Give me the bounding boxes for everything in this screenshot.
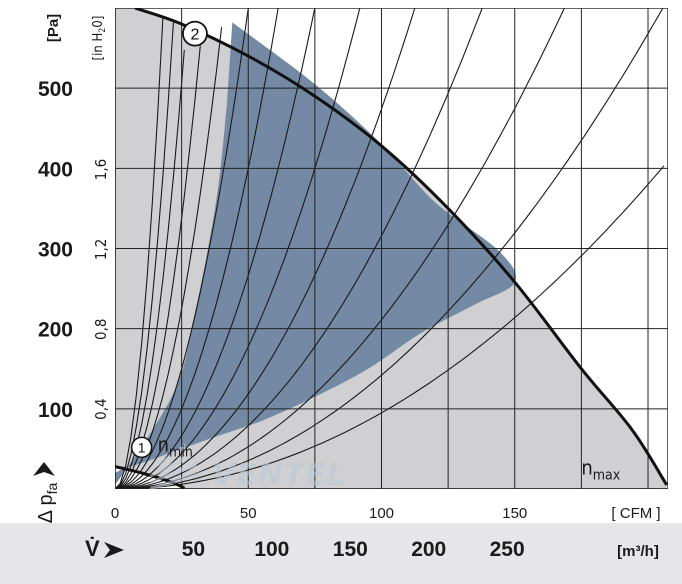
- resistance-curve-4: [115, 8, 483, 489]
- nmin-sub: min: [169, 444, 193, 460]
- y2-tick-3: 1,6: [92, 159, 110, 180]
- nmin-n: n: [158, 432, 169, 456]
- y-axis-arrow-label: Δ pfa: [33, 462, 60, 523]
- curve-2-number: 2: [190, 27, 199, 44]
- y2-unit-sub: 2: [98, 28, 108, 33]
- x-cfm-tick-labels: 0 50 100 150: [111, 505, 527, 522]
- y-tick-300: 300: [38, 239, 73, 262]
- curve-nmax: [134, 8, 668, 486]
- resistance-curve-2: [115, 8, 664, 489]
- delta-p-sub: fa: [44, 482, 60, 494]
- y2-tick-2: 1,2: [92, 239, 110, 260]
- y2-tick-labels: 0,4 0,8 1,2 1,6: [92, 159, 110, 420]
- nmax-label: nmax: [581, 456, 620, 484]
- grid: [115, 8, 668, 489]
- resistance-curve-1: [115, 165, 665, 489]
- delta-p: Δ p: [35, 494, 57, 523]
- y-tick-400: 400: [38, 158, 73, 181]
- plot-area: [115, 8, 668, 489]
- v-dot-symbol: V̇: [85, 536, 100, 561]
- x-cfm-unit: [ CFM ]: [611, 505, 660, 522]
- watermark-logo: VENTEL: [150, 443, 347, 493]
- nmax-n: n: [581, 456, 592, 480]
- x-m3h-tick-50: 50: [182, 538, 205, 561]
- x-m3h-tick-100: 100: [254, 538, 289, 561]
- resistance-curve-14: [115, 16, 164, 489]
- svg-text:VENTEL: VENTEL: [212, 458, 347, 493]
- resistance-curve-11: [115, 45, 201, 489]
- curve-nmin: [115, 465, 186, 489]
- y2-unit: [in H20]: [91, 16, 108, 61]
- y-tick-500: 500: [38, 78, 73, 101]
- curve-1-marker: 1: [130, 436, 153, 459]
- y-tick-100: 100: [38, 399, 73, 422]
- x-cfm-tick-100: 100: [369, 505, 394, 522]
- x-cfm-tick-0: 0: [111, 505, 119, 522]
- curve-1-number: 1: [138, 439, 146, 455]
- x-cfm-tick-50: 50: [240, 505, 257, 522]
- resistance-curve-13: [115, 19, 175, 489]
- y2-tick-1: 0,8: [92, 319, 110, 340]
- nmax-sub: max: [593, 468, 621, 484]
- up-arrow-icon: [33, 462, 55, 476]
- y2-unit-suffix: 0]: [91, 16, 106, 28]
- resistance-curve-8: [115, 8, 279, 489]
- nmin-label: nmin: [158, 432, 193, 460]
- y-tick-200: 200: [38, 319, 73, 342]
- resistance-curve-12: [115, 49, 185, 489]
- right-arrow-icon: [104, 542, 124, 558]
- delta-pfa-label: Δ pfa: [35, 482, 60, 523]
- x-m3h-tick-200: 200: [411, 538, 446, 561]
- y-tick-labels: 100 200 300 400 500: [38, 78, 73, 422]
- y-unit-pa: [Pa]: [45, 14, 62, 42]
- curve-2-marker: 2: [182, 20, 208, 47]
- x-m3h-tick-labels: 50 100 150 200 250: [182, 538, 525, 561]
- x-cfm-tick-150: 150: [502, 505, 527, 522]
- y2-unit-prefix: [in H: [91, 33, 106, 61]
- x-m3h-tick-250: 250: [490, 538, 525, 561]
- x-m3h-unit: [m³/h]: [617, 543, 659, 560]
- x-m3h-tick-150: 150: [333, 538, 368, 561]
- y2-tick-0: 0,4: [92, 398, 110, 419]
